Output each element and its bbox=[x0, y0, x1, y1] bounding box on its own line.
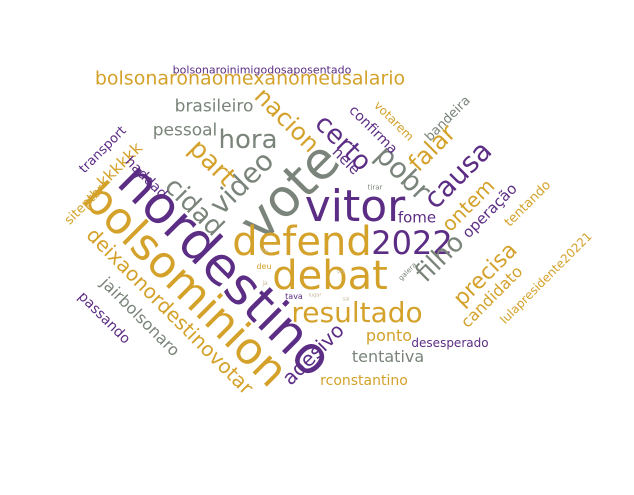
word-2022: 2022 bbox=[371, 224, 453, 262]
word-pessoal: pessoal bbox=[152, 120, 218, 141]
word-tentativa: tentativa bbox=[351, 347, 425, 366]
word-defend: defend bbox=[232, 219, 372, 265]
word-ver: ver bbox=[336, 269, 346, 276]
word-lugar: lugar bbox=[308, 292, 322, 299]
word-hora: hora bbox=[218, 125, 278, 155]
word-sai: sai bbox=[342, 296, 350, 303]
word-resultado: resultado bbox=[291, 296, 423, 329]
word-rconstantino: rconstantino bbox=[320, 373, 408, 389]
word-desesperado: desesperado bbox=[411, 336, 489, 350]
word-ja: ja bbox=[262, 280, 268, 287]
word-tirar: tirar bbox=[367, 183, 383, 192]
word-bolsonaroinimigodosaposentado: bolsonaroinimigodosaposentado bbox=[172, 63, 352, 77]
word-brasileiro: brasileiro bbox=[174, 96, 254, 117]
word-deu: deu bbox=[256, 262, 272, 271]
word-tava: tava bbox=[285, 292, 303, 301]
word-debat: debat bbox=[272, 253, 388, 299]
word-te: te bbox=[261, 248, 269, 255]
word-fome: fome bbox=[397, 208, 437, 227]
word-vitor: vitor bbox=[304, 181, 406, 232]
word-ponto: ponto bbox=[365, 326, 413, 345]
word-bolsonaronaomexanomeusalario: bolsonaronaomexanomeusalario bbox=[94, 67, 406, 90]
